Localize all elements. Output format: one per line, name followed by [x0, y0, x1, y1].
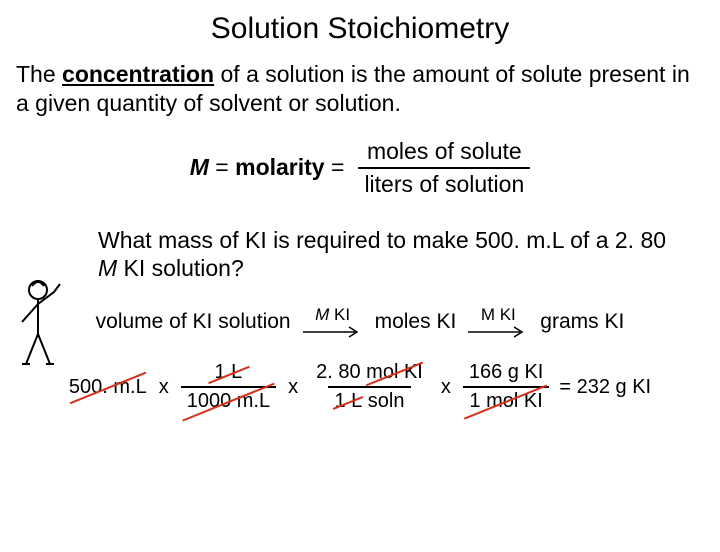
calc-frac-2: 2. 80 mol KI 1 L soln [310, 361, 429, 413]
calc-term-1: 500. m.L [69, 376, 147, 399]
calculation-row: 500. m.L x 1 L 1000 m.L x 2. 80 mol KI 1… [0, 361, 720, 413]
flow-step-2: moles KI [375, 310, 457, 334]
molarity-den: liters of solution [358, 167, 530, 198]
f2-den-b: soln [362, 390, 404, 412]
f2-num-b: mol KI [366, 361, 423, 384]
flow-arrow-1: M KI [301, 305, 365, 339]
arrow2-label: M KI [481, 305, 516, 325]
calc-frac-3: 166 g KI 1 mol KI [463, 361, 550, 413]
f2-num-a: 2. 80 [316, 361, 366, 383]
eq1: = [209, 154, 235, 180]
times-2: x [286, 376, 300, 399]
arrow-icon [466, 325, 530, 339]
f2-den: 1 L soln [328, 386, 410, 413]
flow-step-3: grams KI [540, 310, 624, 334]
question-c: KI solution? [117, 255, 244, 281]
f2-num: 2. 80 mol KI [310, 361, 429, 386]
question-b: M [98, 255, 117, 281]
arrow-icon [301, 325, 365, 339]
question-a: What mass of KI is required to make 500.… [98, 227, 666, 253]
times-1: x [157, 376, 171, 399]
molarity-num: moles of solute [361, 138, 528, 167]
conversion-flow: volume of KI solution M KI moles KI M KI… [0, 305, 720, 339]
arrow1-label: M KI [315, 305, 350, 325]
arrow1-r: KI [329, 305, 350, 324]
molarity-lhs: M = molarity = [190, 154, 345, 181]
f1-den: 1000 m.L [181, 386, 276, 413]
flow-step-1: volume of KI solution [96, 310, 291, 334]
person-icon [14, 276, 72, 372]
f3-num: 166 g KI [463, 361, 550, 386]
question-text: What mass of KI is required to make 500.… [98, 226, 678, 284]
intro-text: The concentration of a solution is the a… [16, 60, 704, 118]
times-3: x [439, 376, 453, 399]
eq2: = [325, 154, 345, 180]
f2-den-a: 1 L [334, 390, 362, 413]
intro-a: The [16, 61, 62, 87]
arrow1-i: M [315, 305, 329, 324]
molarity-definition: M = molarity = moles of solute liters of… [0, 138, 720, 198]
f3-den: 1 mol KI [463, 386, 548, 413]
molarity-word: molarity [235, 154, 324, 180]
intro-b: concentration [62, 61, 214, 87]
molarity-fraction: moles of solute liters of solution [358, 138, 530, 198]
calc-result: = 232 g KI [559, 376, 651, 399]
flow-arrow-2: M KI [466, 305, 530, 339]
calc-frac-1: 1 L 1000 m.L [181, 361, 276, 413]
m-symbol: M [190, 154, 209, 180]
f1-num: 1 L [209, 361, 249, 386]
slide-title: Solution Stoichiometry [0, 12, 720, 46]
